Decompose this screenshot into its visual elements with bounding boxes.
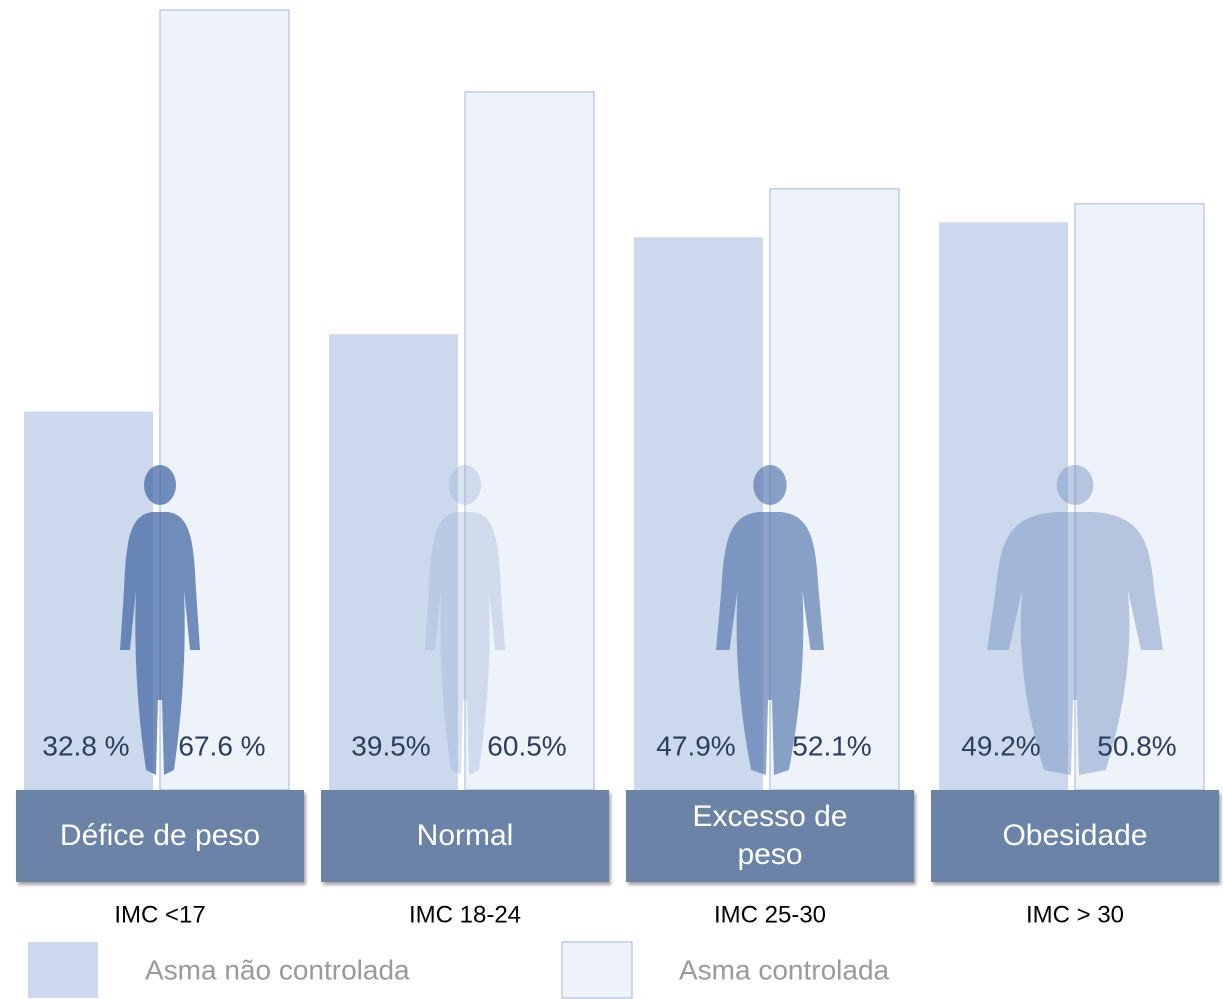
value-label: 39.5% bbox=[351, 730, 430, 761]
value-label: 60.5% bbox=[487, 730, 566, 761]
category-box: Défice de peso bbox=[16, 790, 304, 882]
legend-swatch bbox=[561, 941, 633, 999]
silhouette bbox=[425, 465, 505, 775]
sub-label: IMC > 30 bbox=[1026, 901, 1124, 928]
value-label: 50.8% bbox=[1097, 730, 1176, 761]
value-label: 52.1% bbox=[792, 730, 871, 761]
silhouette bbox=[120, 465, 200, 775]
sub-label: IMC 18-24 bbox=[409, 901, 521, 928]
silhouette bbox=[716, 465, 824, 775]
category-label: Normal bbox=[416, 819, 514, 852]
category-box: Excesso de peso bbox=[626, 790, 914, 882]
silhouette-body bbox=[425, 512, 505, 775]
legend-swatch bbox=[28, 942, 98, 998]
bar bbox=[329, 334, 458, 790]
value-label: 67.6 % bbox=[178, 730, 265, 761]
category-label: Obesidade bbox=[1002, 819, 1148, 852]
silhouette-body bbox=[120, 512, 200, 775]
silhouette-head bbox=[753, 465, 787, 505]
bar bbox=[464, 91, 595, 791]
value-label: 32.8 % bbox=[42, 730, 129, 761]
category-label: Excesso de peso bbox=[692, 800, 848, 871]
bar bbox=[1074, 203, 1205, 791]
legend-label: Asma controlada bbox=[679, 954, 890, 985]
category-box: Obesidade bbox=[931, 790, 1219, 882]
silhouette-head bbox=[1056, 465, 1094, 505]
value-label: 49.2% bbox=[961, 730, 1040, 761]
category-label: Défice de peso bbox=[59, 819, 261, 852]
value-label: 47.9% bbox=[656, 730, 735, 761]
legend-label: Asma não controlada bbox=[145, 954, 410, 985]
silhouette bbox=[987, 465, 1163, 775]
silhouette-head bbox=[144, 465, 176, 505]
silhouette-head bbox=[449, 465, 481, 505]
category-box: Normal bbox=[321, 790, 609, 882]
silhouette-body bbox=[716, 512, 824, 775]
sub-label: IMC <17 bbox=[114, 901, 205, 928]
silhouette-body bbox=[987, 512, 1163, 775]
sub-label: IMC 25-30 bbox=[714, 901, 826, 928]
bar bbox=[939, 222, 1068, 791]
